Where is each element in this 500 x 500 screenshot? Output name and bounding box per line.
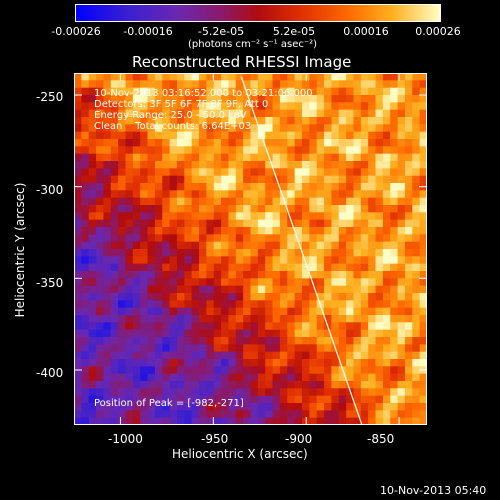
- colorbar-tick-label: -0.00016: [123, 25, 173, 38]
- info-line: 10-Nov-2013 03:16:52.000 to 03:21:06.000: [94, 88, 313, 99]
- x-axis-label: Heliocentric X (arcsec): [172, 447, 308, 461]
- y-tick-label: -400: [36, 366, 64, 380]
- colorbar-tick-label: 5.2e-05: [272, 25, 316, 38]
- x-tick-label: -900: [285, 432, 313, 446]
- colorbar-tick-label: 0.00016: [343, 25, 389, 38]
- footer-timestamp: 10-Nov-2013 05:40: [380, 484, 487, 497]
- colorbar-tick-label: -5.2e-05: [197, 25, 245, 38]
- colorbar-tick-label: -0.00026: [51, 25, 101, 38]
- y-tick-label: -250: [36, 90, 64, 104]
- x-tick-label: -950: [201, 432, 229, 446]
- colorbar-tick-label: 0.00026: [415, 25, 461, 38]
- info-line: Energy Range: 25.0 - 50.0 keV: [94, 110, 247, 121]
- image-title: Reconstructed RHESSI Image: [132, 53, 352, 71]
- y-tick-label: -300: [36, 183, 64, 197]
- y-tick-label: -350: [36, 276, 64, 290]
- peak-position-label: Position of Peak = [-982,-271]: [94, 398, 244, 409]
- x-tick-label: -1000: [108, 432, 143, 446]
- colorbar-unit-label: (photons cm⁻² s⁻¹ asec⁻²): [188, 39, 318, 50]
- colorbar: [75, 4, 441, 22]
- y-axis-label: Heliocentric Y (arcsec): [13, 182, 27, 318]
- solar-limb-line: [240, 76, 363, 425]
- x-tick-label: -850: [367, 432, 395, 446]
- info-line: Detectors: 3F 5F 6F 7F 8F 9F, Att 0: [94, 99, 269, 110]
- info-line: Clean Total counts: 6.64E+03: [94, 121, 252, 132]
- rhessi-image: [74, 73, 427, 425]
